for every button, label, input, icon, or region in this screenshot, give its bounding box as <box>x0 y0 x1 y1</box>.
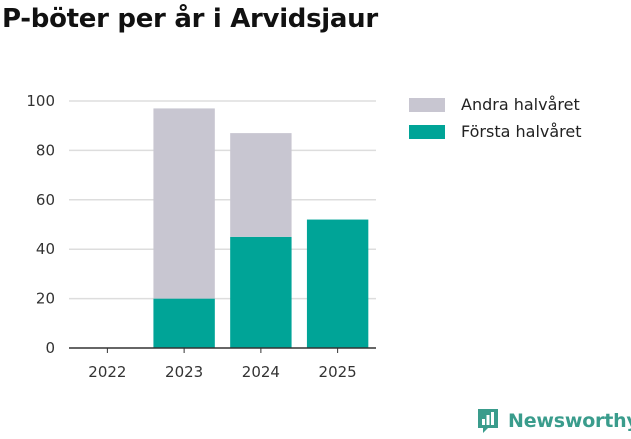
x-tick-label-2022: 2022 <box>88 363 126 381</box>
legend-swatch-forsta <box>409 124 445 139</box>
newsworthy-logo[interactable]: Newsworthy <box>476 407 631 435</box>
newsworthy-bar-icon <box>478 409 498 433</box>
bar-2023-forsta <box>153 298 215 348</box>
y-tick-label-100: 100 <box>26 92 55 110</box>
bar-2023-andra <box>153 108 215 299</box>
legend-item-forsta[interactable]: Första halvåret <box>409 118 582 145</box>
legend-label-forsta: Första halvåret <box>461 122 582 141</box>
y-tick-label-20: 20 <box>36 290 55 308</box>
legend-item-andra[interactable]: Andra halvåret <box>409 91 582 118</box>
y-tick-label-0: 0 <box>45 339 55 357</box>
bar-2024-forsta <box>230 236 292 348</box>
y-tick-label-80: 80 <box>36 141 55 159</box>
bar-2024-andra <box>230 133 292 237</box>
y-tick-label-40: 40 <box>36 240 55 258</box>
legend-label-andra: Andra halvåret <box>461 95 580 114</box>
brand-name: Newsworthy <box>508 410 631 432</box>
legend: Andra halvåret Första halvåret <box>409 91 582 145</box>
chart-title: P-böter per år i Arvidsjaur <box>2 4 378 34</box>
x-tick-label-2023: 2023 <box>165 363 203 381</box>
bar-2025-forsta <box>306 219 369 348</box>
x-tick-label-2025: 2025 <box>319 363 357 381</box>
x-tick-label-2024: 2024 <box>242 363 280 381</box>
y-tick-label-60: 60 <box>36 191 55 209</box>
legend-swatch-andra <box>409 97 445 112</box>
